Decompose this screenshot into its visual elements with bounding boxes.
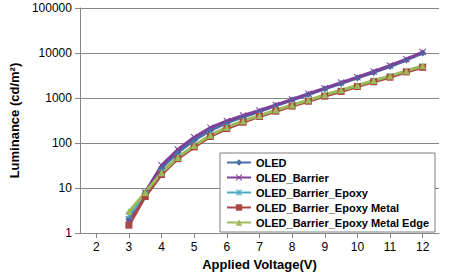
- svg-text:6: 6: [223, 240, 230, 254]
- svg-text:5: 5: [191, 240, 198, 254]
- svg-text:2: 2: [93, 240, 100, 254]
- svg-text:1000: 1000: [45, 91, 72, 105]
- svg-text:10: 10: [59, 181, 73, 195]
- svg-text:9: 9: [321, 240, 328, 254]
- svg-text:100: 100: [52, 136, 72, 150]
- svg-text:Luminance (cd/m²): Luminance (cd/m²): [7, 63, 22, 179]
- svg-text:10000: 10000: [39, 46, 73, 60]
- svg-text:7: 7: [256, 240, 263, 254]
- svg-text:OLED_Barrier: OLED_Barrier: [256, 172, 329, 184]
- svg-text:12: 12: [416, 240, 430, 254]
- svg-text:100000: 100000: [32, 1, 72, 15]
- svg-text:10: 10: [351, 240, 365, 254]
- svg-text:11: 11: [384, 240, 397, 254]
- svg-text:OLED: OLED: [256, 157, 287, 169]
- svg-text:3: 3: [126, 240, 133, 254]
- svg-text:4: 4: [158, 240, 165, 254]
- svg-text:Applied Voltage(V): Applied Voltage(V): [202, 257, 317, 272]
- svg-text:OLED_Barrier_Epoxy Metal Edge: OLED_Barrier_Epoxy Metal Edge: [256, 217, 429, 229]
- svg-text:1: 1: [65, 226, 72, 240]
- svg-text:OLED_Barrier_Epoxy: OLED_Barrier_Epoxy: [256, 187, 369, 199]
- svg-text:OLED_Barrier_Epoxy Metal: OLED_Barrier_Epoxy Metal: [256, 202, 399, 214]
- svg-text:8: 8: [289, 240, 296, 254]
